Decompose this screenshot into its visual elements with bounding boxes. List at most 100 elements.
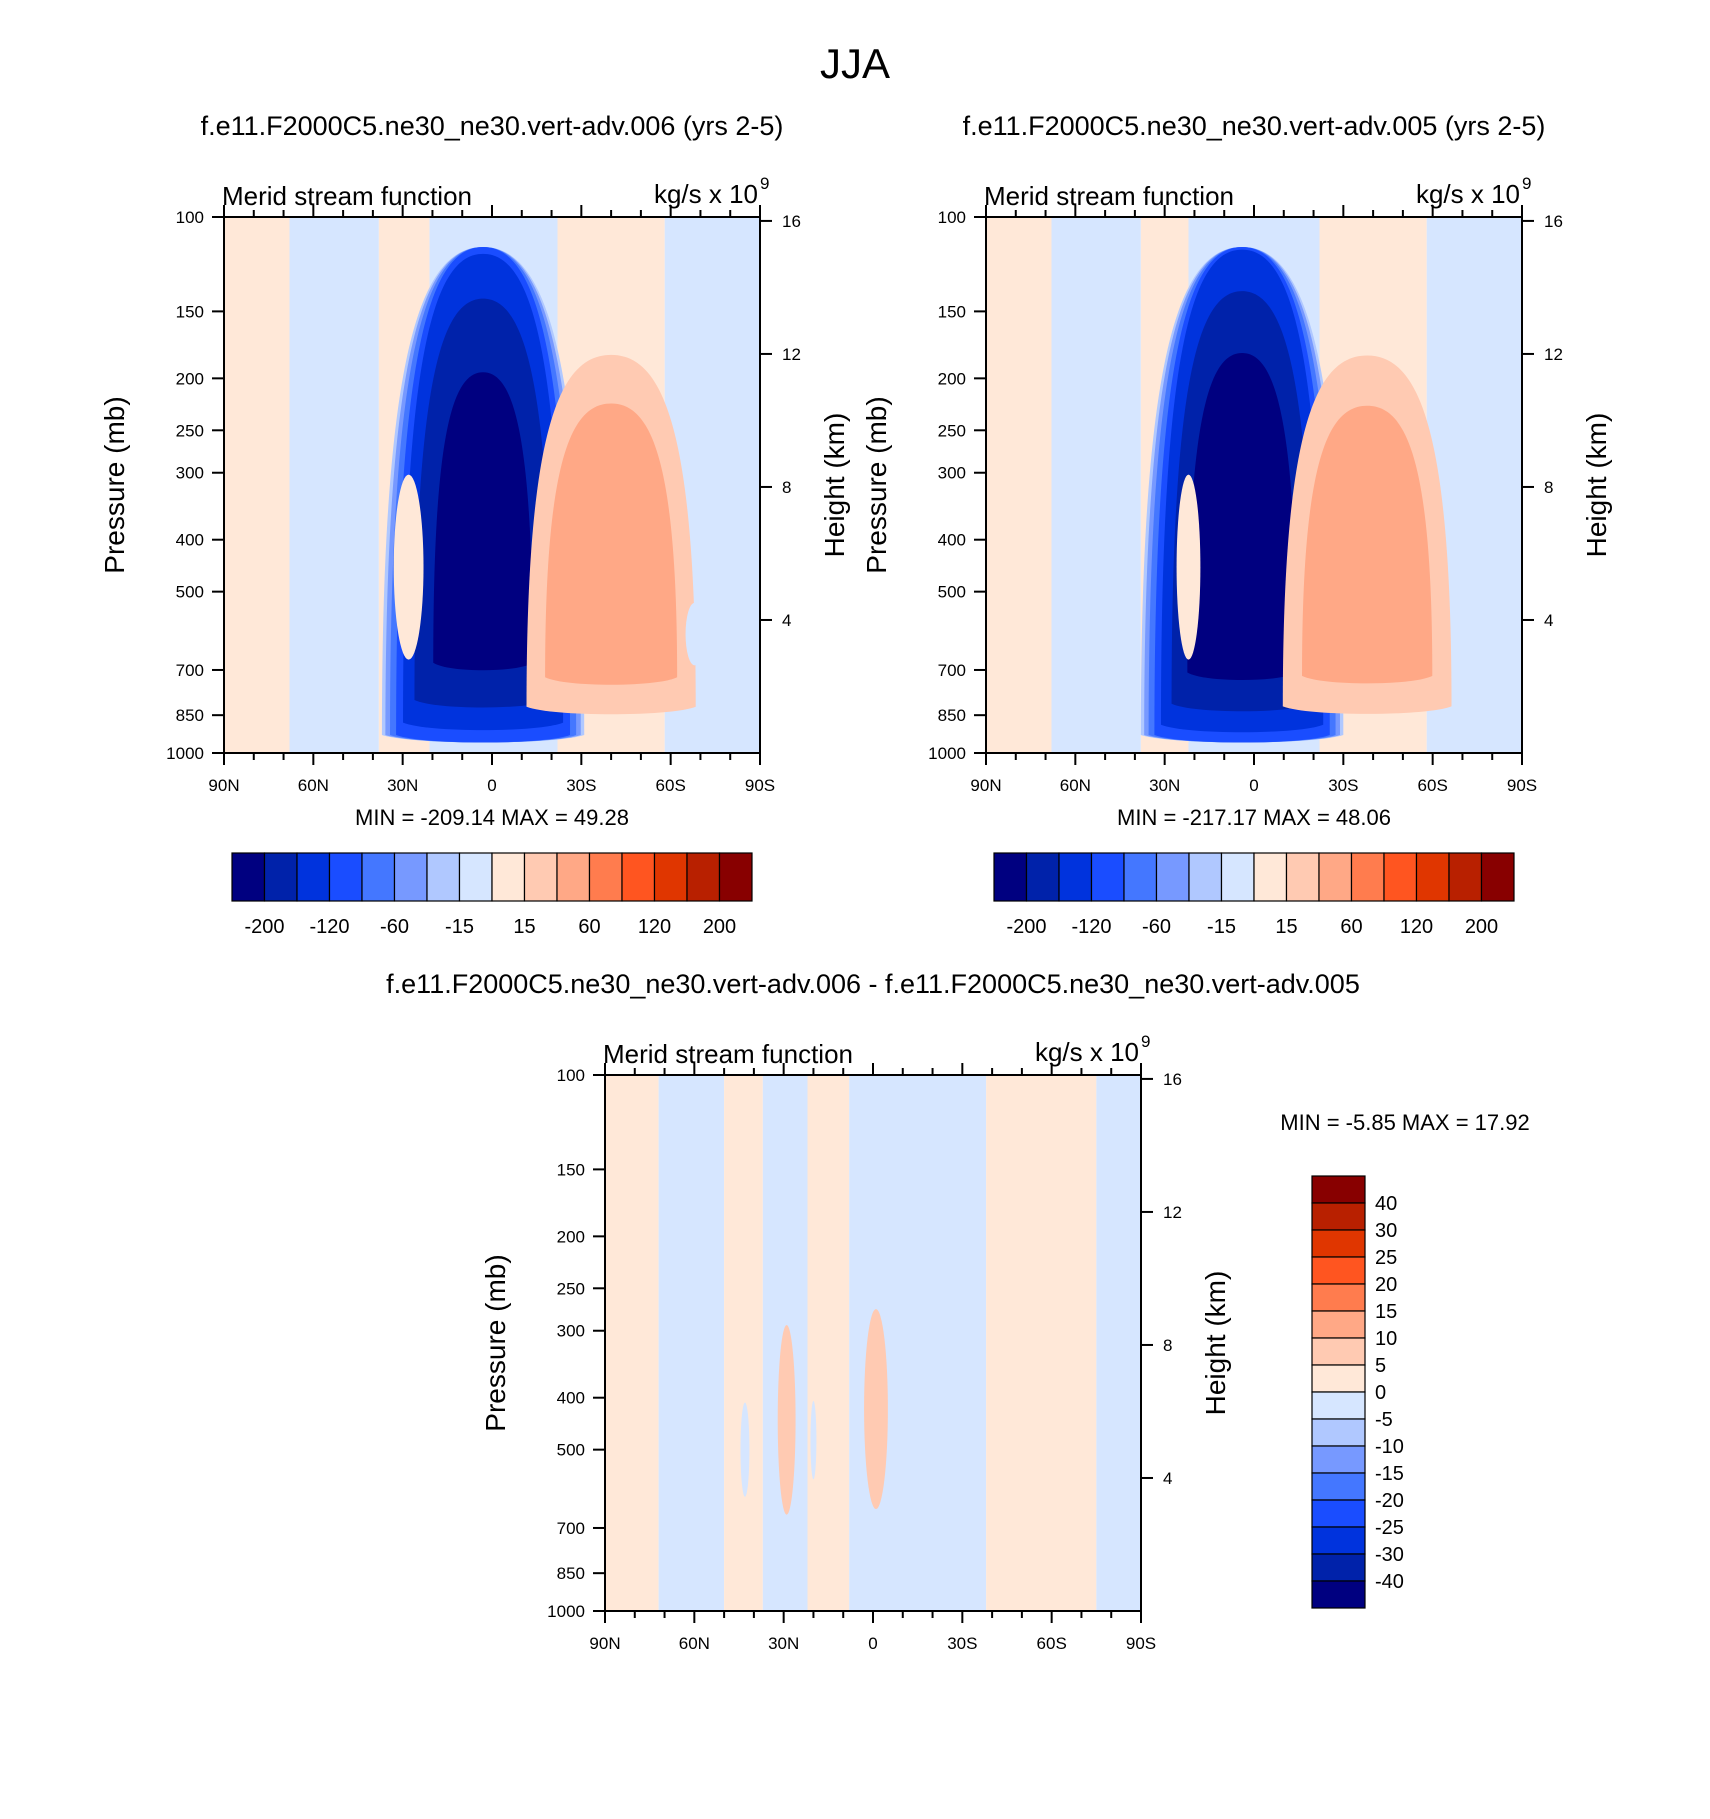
left-label: Merid stream function — [984, 181, 1234, 211]
colorbar-box — [1311, 1526, 1366, 1555]
y-tick-label: 500 — [176, 583, 204, 602]
colorbar-label: 120 — [1400, 916, 1433, 938]
contour-field — [224, 217, 760, 753]
y2-tick-label: 12 — [782, 345, 801, 364]
y-tick-label: 700 — [938, 661, 966, 680]
y2-tick-label: 16 — [1544, 212, 1563, 231]
x-tick-label: 90S — [1126, 1634, 1156, 1653]
field-band — [289, 217, 379, 753]
min-max-stats: MIN = -5.85 MAX = 17.92 — [1280, 1110, 1529, 1135]
colorbar-label: -200 — [1006, 916, 1046, 938]
field-band — [1096, 1075, 1141, 1611]
y-tick-label: 850 — [176, 706, 204, 725]
y-tick-label: 150 — [938, 302, 966, 321]
panel-title: f.e11.F2000C5.ne30_ne30.vert-adv.006 (yr… — [201, 111, 784, 141]
x-tick-label: 30S — [566, 776, 596, 795]
units-label: kg/s x 10 — [654, 179, 758, 209]
colorbar-box — [588, 852, 623, 902]
min-max-stats: MIN = -217.17 MAX = 48.06 — [1117, 805, 1391, 830]
contour-feature — [340, 545, 359, 648]
figure-title: JJA — [820, 40, 890, 87]
contour-feature — [810, 1400, 817, 1480]
colorbar-box — [686, 852, 721, 902]
units-label: kg/s x 10 — [1035, 1037, 1139, 1067]
y-tick-label: 250 — [176, 421, 204, 440]
y2-axis-title: Height (km) — [1200, 1271, 1231, 1416]
field-band — [605, 1075, 659, 1611]
x-tick-label: 0 — [1249, 776, 1258, 795]
contour-feature — [740, 1402, 750, 1497]
colorbar-box — [231, 852, 266, 902]
contour-level — [1302, 405, 1433, 684]
contour-level — [1187, 353, 1297, 680]
colorbar-box — [1123, 852, 1158, 902]
y-axis-title: Pressure (mb) — [480, 1254, 511, 1431]
colorbar-box — [1383, 852, 1418, 902]
x-tick-label: 60N — [1060, 776, 1091, 795]
units-exponent: 9 — [1522, 174, 1531, 193]
x-tick-label: 90S — [745, 776, 775, 795]
colorbar-box — [1311, 1580, 1366, 1609]
colorbar-label: 15 — [513, 916, 535, 938]
colorbar-box — [361, 852, 396, 902]
y-tick-label: 500 — [557, 1441, 585, 1460]
colorbar-label: -15 — [1207, 916, 1236, 938]
colorbar-box — [1090, 852, 1125, 902]
y2-tick-label: 8 — [1163, 1336, 1172, 1355]
x-tick-label: 30S — [947, 1634, 977, 1653]
colorbar-box — [491, 852, 526, 902]
x-tick-label: 30N — [768, 1634, 799, 1653]
y2-tick-label: 8 — [782, 478, 791, 497]
y-tick-label: 250 — [557, 1279, 585, 1298]
field-band — [658, 1075, 725, 1611]
field-band — [807, 1075, 850, 1611]
colorbar-label: 120 — [638, 916, 671, 938]
y2-tick-label: 16 — [1163, 1070, 1182, 1089]
y-tick-label: 500 — [938, 583, 966, 602]
x-tick-label: 60S — [656, 776, 686, 795]
colorbar-box — [458, 852, 493, 902]
panel-title: f.e11.F2000C5.ne30_ne30.vert-adv.005 (yr… — [963, 111, 1546, 141]
colorbar-box — [1311, 1337, 1366, 1366]
colorbar-box — [296, 852, 331, 902]
colorbar-box — [263, 852, 298, 902]
colorbar-box — [426, 852, 461, 902]
x-tick-label: 90N — [208, 776, 239, 795]
field-band — [224, 217, 290, 753]
panel-bottom: f.e11.F2000C5.ne30_ne30.vert-adv.006 - f… — [386, 969, 1530, 1653]
colorbar-box — [1311, 1283, 1366, 1312]
colorbar-box — [1311, 1256, 1366, 1285]
x-tick-label: 60S — [1418, 776, 1448, 795]
colorbar-box — [328, 852, 363, 902]
x-tick-label: 30S — [1328, 776, 1358, 795]
min-max-stats: MIN = -209.14 MAX = 49.28 — [355, 805, 629, 830]
y-tick-label: 1000 — [166, 744, 204, 763]
y2-axis-title: Height (km) — [819, 413, 850, 558]
colorbar-label: -20 — [1375, 1490, 1404, 1512]
y2-tick-label: 16 — [782, 212, 801, 231]
colorbar-box — [1311, 1310, 1366, 1339]
units-label: kg/s x 10 — [1416, 179, 1520, 209]
y-axis-title: Pressure (mb) — [861, 396, 892, 573]
colorbar-label: -10 — [1375, 1436, 1404, 1458]
colorbar-box — [523, 852, 558, 902]
colorbar-box — [718, 852, 753, 902]
colorbar-box — [1311, 1418, 1366, 1447]
units-exponent: 9 — [760, 174, 769, 193]
y-tick-label: 400 — [176, 531, 204, 550]
contour-feature — [777, 1325, 796, 1515]
y-tick-label: 1000 — [547, 1602, 585, 1621]
panel-top-right: f.e11.F2000C5.ne30_ne30.vert-adv.005 (yr… — [861, 111, 1612, 938]
colorbar-label: -120 — [1071, 916, 1111, 938]
colorbar-box — [1311, 1553, 1366, 1582]
y-tick-label: 1000 — [928, 744, 966, 763]
colorbar-box — [1448, 852, 1483, 902]
colorbar-label: -60 — [1142, 916, 1171, 938]
colorbar-label: 200 — [703, 916, 736, 938]
colorbar-box — [1311, 1499, 1366, 1528]
contour-feature — [1176, 474, 1201, 660]
colorbar-label: 10 — [1375, 1328, 1397, 1350]
x-tick-label: 90S — [1507, 776, 1537, 795]
panel-title: f.e11.F2000C5.ne30_ne30.vert-adv.006 - f… — [386, 969, 1360, 999]
colorbar-label: 30 — [1375, 1220, 1397, 1242]
